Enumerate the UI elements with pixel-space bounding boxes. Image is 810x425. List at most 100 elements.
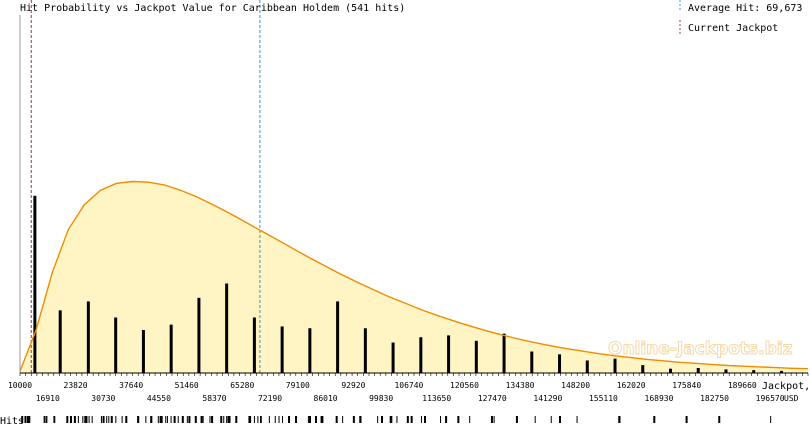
x-tick-label: 51460	[175, 381, 199, 390]
histogram-bar	[530, 351, 534, 373]
hit-rug-mark	[77, 416, 79, 423]
curve-fill-layer	[20, 181, 808, 373]
x-tick-label: 175840	[672, 381, 701, 390]
hit-rug-mark	[160, 416, 163, 423]
hit-rug-mark	[576, 416, 578, 423]
x-tick-label: 23820	[64, 381, 88, 390]
hit-rug-mark	[309, 416, 312, 423]
x-tick-label: 16910	[36, 394, 60, 403]
hit-rug-mark	[186, 416, 188, 423]
hit-rug-mark	[166, 416, 168, 423]
hit-rug-mark	[84, 416, 87, 423]
hit-rug-mark	[102, 416, 105, 423]
histogram-bar	[86, 301, 90, 373]
hit-rug-mark	[46, 416, 48, 423]
x-tick-label: 120560	[450, 381, 479, 390]
histogram-bar	[669, 368, 673, 373]
hit-rug-mark	[200, 416, 203, 423]
histogram-bar	[141, 330, 145, 373]
histogram-bar	[363, 328, 367, 373]
hit-rug-mark	[137, 416, 139, 423]
hit-rug-mark	[115, 416, 117, 423]
hit-rug-mark	[249, 416, 252, 423]
hit-rug-mark	[181, 416, 184, 423]
hit-rug-mark	[106, 416, 108, 423]
hit-rug-mark	[490, 416, 493, 423]
rug-layer	[21, 416, 772, 423]
x-tick-label: 30730	[91, 394, 115, 403]
histogram-bar	[613, 358, 617, 373]
rug-label: Hits	[0, 416, 24, 425]
x-tick-label: 148200	[561, 381, 590, 390]
hit-rug-mark	[457, 416, 460, 423]
hit-rug-mark	[359, 416, 361, 423]
hit-rug-mark	[377, 416, 379, 423]
histogram-bar	[696, 367, 700, 373]
hit-rug-mark	[718, 416, 721, 423]
hit-rug-mark	[278, 416, 280, 423]
histogram-bar	[419, 337, 423, 373]
x-axis-label: Jackpot,	[762, 381, 810, 392]
histogram-bar	[114, 317, 118, 373]
hit-rug-mark	[550, 416, 552, 423]
hit-rug-mark	[618, 416, 621, 423]
hit-rug-mark	[43, 416, 45, 423]
hit-rug-mark	[260, 416, 262, 423]
hit-rug-mark	[396, 416, 398, 423]
hit-rug-mark	[445, 416, 448, 423]
hit-rug-mark	[177, 416, 179, 423]
axes-layer	[19, 15, 809, 376]
hit-rug-mark	[44, 416, 46, 423]
x-tick-label: 155110	[589, 394, 618, 403]
reference-lines-layer	[30, 0, 681, 373]
hit-rug-mark	[157, 416, 159, 423]
average-hit-label: Average Hit: 69,673	[688, 3, 802, 14]
histogram-bar	[474, 340, 478, 373]
hit-rug-mark	[145, 416, 147, 423]
hit-rug-mark	[227, 416, 229, 423]
histogram-bar	[252, 317, 256, 373]
x-tick-label: 127470	[478, 394, 507, 403]
hit-rug-mark	[228, 416, 231, 423]
hit-rug-mark	[685, 416, 688, 423]
x-tick-label: 79100	[286, 381, 310, 390]
hit-rug-mark	[121, 416, 123, 423]
hit-rug-mark	[534, 416, 536, 423]
histogram-bar	[585, 360, 589, 373]
hit-rug-mark	[320, 416, 322, 423]
hit-rug-mark	[307, 416, 309, 423]
hit-rug-mark	[515, 416, 518, 423]
histogram-bar	[502, 333, 506, 373]
histogram-bar	[197, 297, 201, 373]
histogram-bar	[33, 195, 37, 373]
histogram-bar	[280, 326, 284, 373]
histogram-bar	[225, 283, 229, 373]
hit-rug-mark	[274, 416, 276, 423]
x-tick-label: 65280	[230, 381, 254, 390]
hit-rug-mark	[188, 416, 191, 423]
hit-rug-mark	[235, 416, 238, 423]
hit-rug-mark	[268, 416, 270, 423]
hit-rug-mark	[440, 416, 442, 423]
x-tick-label: 86010	[314, 394, 338, 403]
hit-rug-mark	[108, 416, 110, 423]
x-tick-label: 134380	[506, 381, 535, 390]
watermark-logo: Online-Jackpots.biz	[608, 339, 793, 359]
hit-rug-mark	[21, 416, 24, 423]
histogram-bar	[641, 365, 645, 373]
hit-rug-mark	[406, 416, 409, 423]
hit-rug-mark	[82, 416, 84, 423]
hit-rug-mark	[770, 416, 772, 423]
histogram-bar	[336, 301, 340, 373]
hit-rug-mark	[110, 416, 113, 423]
hit-rug-mark	[66, 416, 69, 423]
hit-rug-mark	[653, 416, 656, 423]
hit-rug-mark	[493, 416, 495, 423]
x-tick-label: 37640	[119, 381, 143, 390]
hit-rug-mark	[381, 416, 384, 423]
x-tick-label: 113650	[422, 394, 451, 403]
histogram-bar	[169, 324, 173, 373]
x-tick-label: 92920	[341, 381, 365, 390]
hit-rug-mark	[69, 416, 72, 423]
